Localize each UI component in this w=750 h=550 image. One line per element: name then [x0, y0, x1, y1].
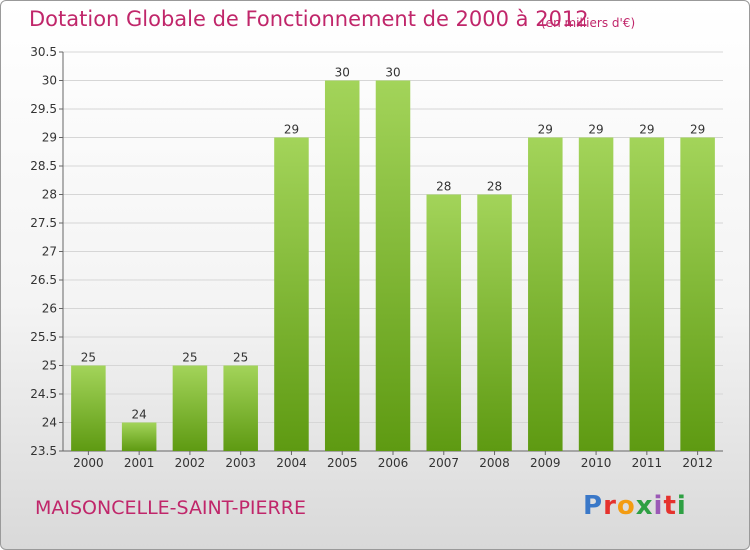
bar-value-label: 28 — [487, 180, 502, 194]
bar — [324, 80, 360, 451]
y-tick-label: 26 — [42, 302, 57, 316]
x-tick-label: 2010 — [581, 456, 612, 470]
x-tick-label: 2001 — [124, 456, 155, 470]
bar-value-label: 25 — [81, 351, 96, 365]
x-tick-label: 2000 — [73, 456, 104, 470]
bar — [578, 137, 614, 451]
bar-value-label: 24 — [132, 408, 147, 422]
bar — [528, 137, 563, 451]
x-tick-label: 2009 — [530, 456, 561, 470]
logo-letter: t — [663, 491, 677, 521]
x-tick-label: 2004 — [276, 456, 307, 470]
y-tick-label: 25 — [42, 359, 57, 373]
bar — [680, 137, 715, 451]
y-tick-label: 24 — [42, 416, 57, 430]
tick-labels: 23.5 24 24.5 25 25.5 26 26.5 27 27.5 28 28.5 29 29.5… — [30, 45, 713, 470]
bar-value-label: 30 — [385, 66, 400, 80]
bar-value-label: 30 — [335, 66, 350, 80]
logo-letter: P — [583, 491, 604, 521]
chart-subtitle: (en milliers d'€) — [541, 16, 636, 30]
bar — [274, 137, 309, 451]
y-tick-label: 23.5 — [30, 444, 57, 458]
bar — [629, 137, 665, 451]
x-tick-label: 2008 — [479, 456, 510, 470]
bar — [477, 194, 512, 451]
logo-letter: i — [653, 491, 664, 521]
x-tick-label: 2003 — [225, 456, 256, 470]
bar — [172, 365, 208, 451]
y-tick-label: 27.5 — [30, 216, 57, 230]
chart-title: Dotation Globale de Fonctionnement de 20… — [29, 7, 589, 31]
y-tick-label: 26.5 — [30, 273, 57, 287]
x-tick-label: 2012 — [682, 456, 713, 470]
bar-value-label: 25 — [182, 351, 197, 365]
x-tick-label: 2006 — [378, 456, 409, 470]
y-tick-label: 29.5 — [30, 102, 57, 116]
logo-letter: r — [603, 491, 617, 521]
bar-value-label: 29 — [284, 123, 299, 137]
y-tick-label: 27 — [42, 245, 57, 259]
x-tick-label: 2002 — [175, 456, 206, 470]
y-tick-label: 30 — [42, 74, 57, 88]
bar-value-label: 29 — [538, 123, 553, 137]
bar — [121, 422, 157, 451]
logo-letter: x — [635, 491, 654, 521]
y-tick-label: 24.5 — [30, 387, 57, 401]
bar — [426, 194, 462, 451]
bar — [223, 365, 258, 451]
x-tick-label: 2007 — [428, 456, 459, 470]
bar — [71, 365, 106, 451]
bar-value-label: 29 — [639, 123, 654, 137]
y-tick-label: 28.5 — [30, 159, 57, 173]
bar-value-label: 28 — [436, 180, 451, 194]
y-tick-label: 28 — [42, 188, 57, 202]
proxiti-logo: Proxiti — [583, 491, 687, 521]
bar-value-label: 29 — [690, 123, 705, 137]
bar-value-label: 29 — [588, 123, 603, 137]
y-tick-label: 29 — [42, 131, 57, 145]
logo-letter: i — [676, 491, 687, 521]
x-tick-label: 2011 — [632, 456, 663, 470]
bar — [375, 80, 411, 451]
commune-name: MAISONCELLE-SAINT-PIERRE — [35, 497, 306, 519]
y-tick-label: 25.5 — [30, 330, 57, 344]
x-tick-label: 2005 — [327, 456, 358, 470]
y-tick-label: 30.5 — [30, 45, 57, 59]
bars: 25 24 25 25 29 30 30 28 28 29 29 29 29 — [71, 66, 715, 451]
logo-letter: o — [616, 491, 636, 521]
bar-value-label: 25 — [233, 351, 248, 365]
